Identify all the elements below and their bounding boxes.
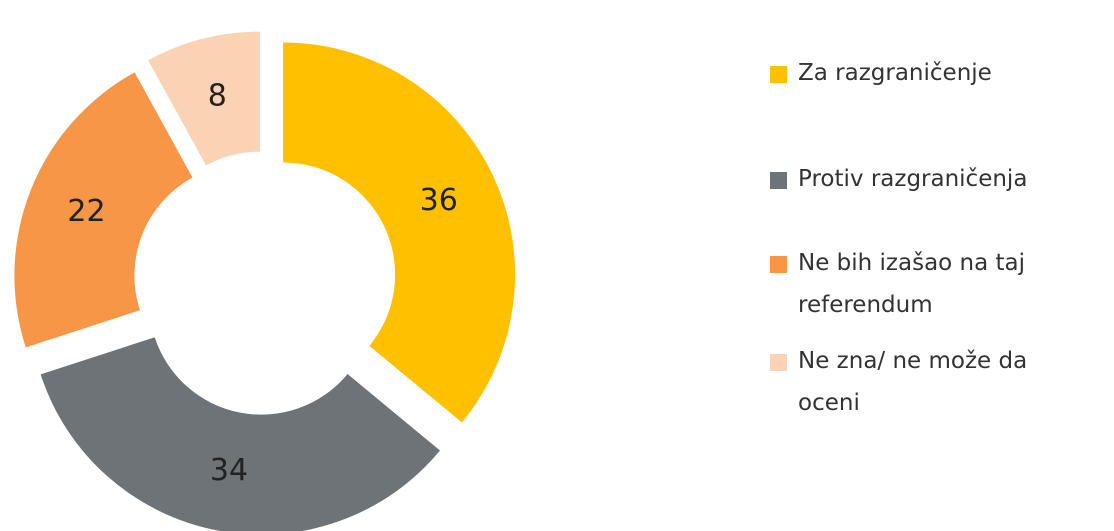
legend: Za razgraničenje Protiv razgraničenja Ne b… [770,52,1100,424]
donut-segment [283,42,516,423]
donut-segment [148,31,261,166]
donut-segment [14,72,193,348]
legend-swatch [770,172,787,189]
donut-segment [40,337,441,531]
data-label: 34 [210,453,248,488]
data-label: 36 [420,183,458,218]
legend-label: Ne bih izašao na taj referendum [798,250,1026,318]
legend-item: Protiv razgraničenja [770,158,1068,200]
legend-swatch [770,256,787,273]
legend-label: Protiv razgraničenja [798,166,1028,192]
legend-label: Ne zna/ ne može da oceni [798,348,1028,416]
legend-item: Za razgraničenje [770,52,1068,94]
legend-item: Ne zna/ ne može da oceni [770,340,1068,424]
data-label: 22 [67,194,105,229]
legend-label: Za razgraničenje [798,60,992,86]
data-label: 8 [208,79,227,114]
legend-swatch [770,66,787,83]
legend-swatch [770,354,787,371]
legend-item: Ne bih izašao na taj referendum [770,242,1068,326]
